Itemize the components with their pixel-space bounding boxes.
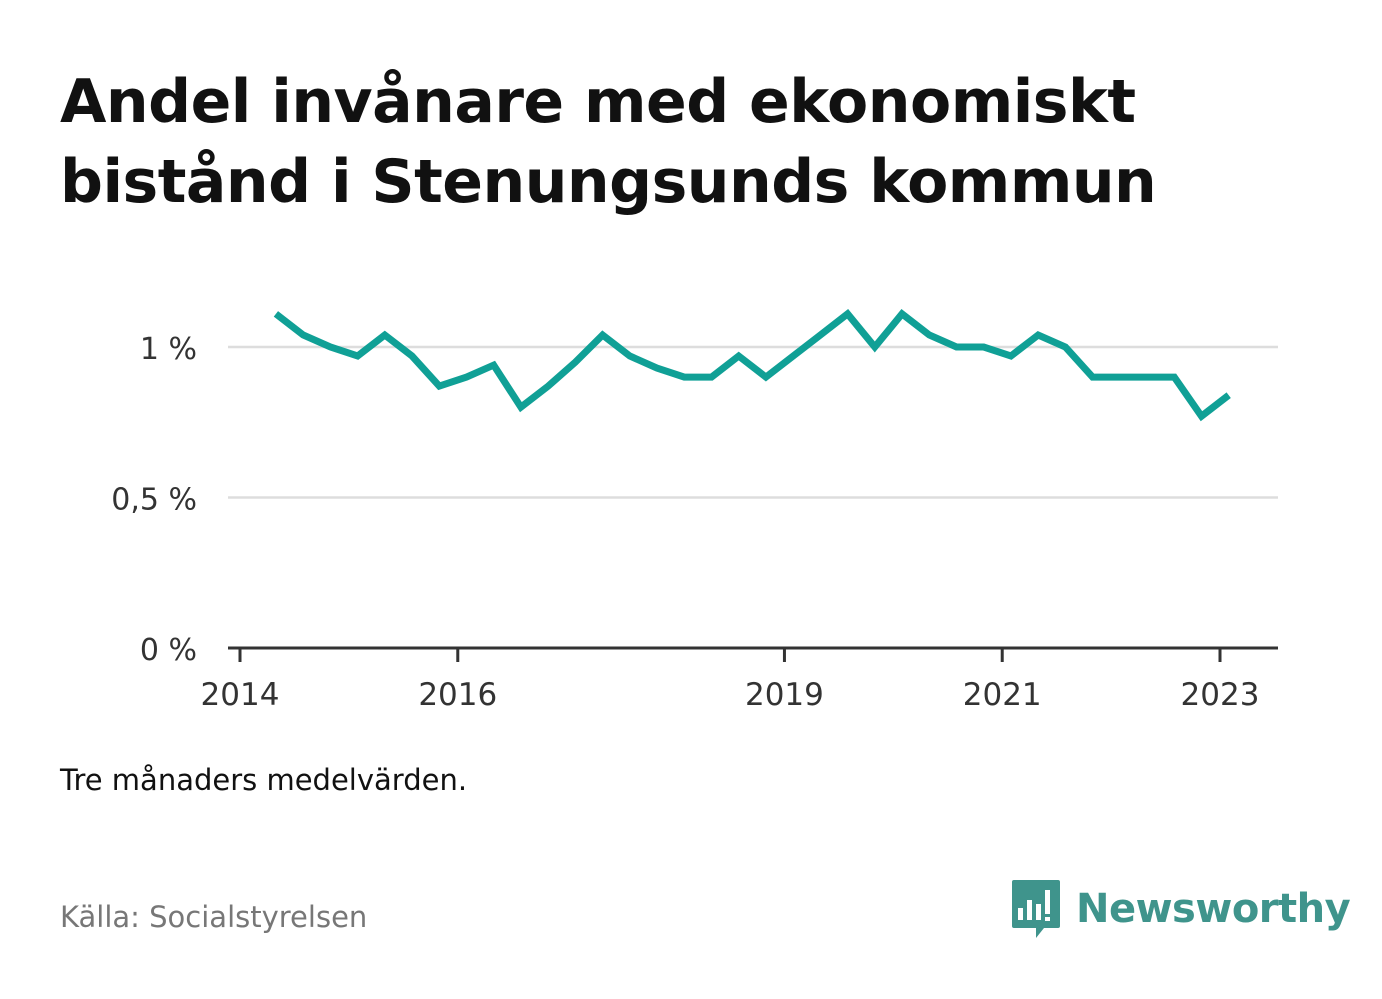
y-axis-labels: 0 % 0,5 % 1 % — [111, 332, 197, 668]
newsworthy-logo: Newsworthy — [1010, 878, 1351, 940]
series-line-0 — [273, 309, 1231, 422]
brand-name: Newsworthy — [1076, 886, 1351, 932]
x-tick-label: 2021 — [963, 677, 1042, 713]
x-axis-ticks: 2014 2016 2019 2021 2023 — [201, 648, 1260, 713]
x-tick-label: 2016 — [418, 677, 497, 713]
bar-chart-speech-bubble-icon — [1012, 880, 1060, 938]
x-tick-label: 2023 — [1181, 677, 1260, 713]
line-chart: 0 % 0,5 % 1 % 2014 2016 2019 2021 2023 — [111, 309, 1278, 713]
y-tick-label: 0,5 % — [111, 483, 197, 518]
x-tick-label: 2014 — [201, 677, 280, 713]
source-label: Källa: Socialstyrelsen — [60, 900, 368, 934]
x-tick-label: 2019 — [745, 677, 824, 713]
chart-title: Andel invånare med ekonomiskt bistånd i … — [60, 67, 1157, 217]
y-tick-label: 1 % — [140, 332, 197, 367]
series-group — [273, 309, 1231, 422]
chart-note: Tre månaders medelvärden. — [60, 763, 468, 797]
y-tick-label: 0 % — [140, 633, 197, 668]
